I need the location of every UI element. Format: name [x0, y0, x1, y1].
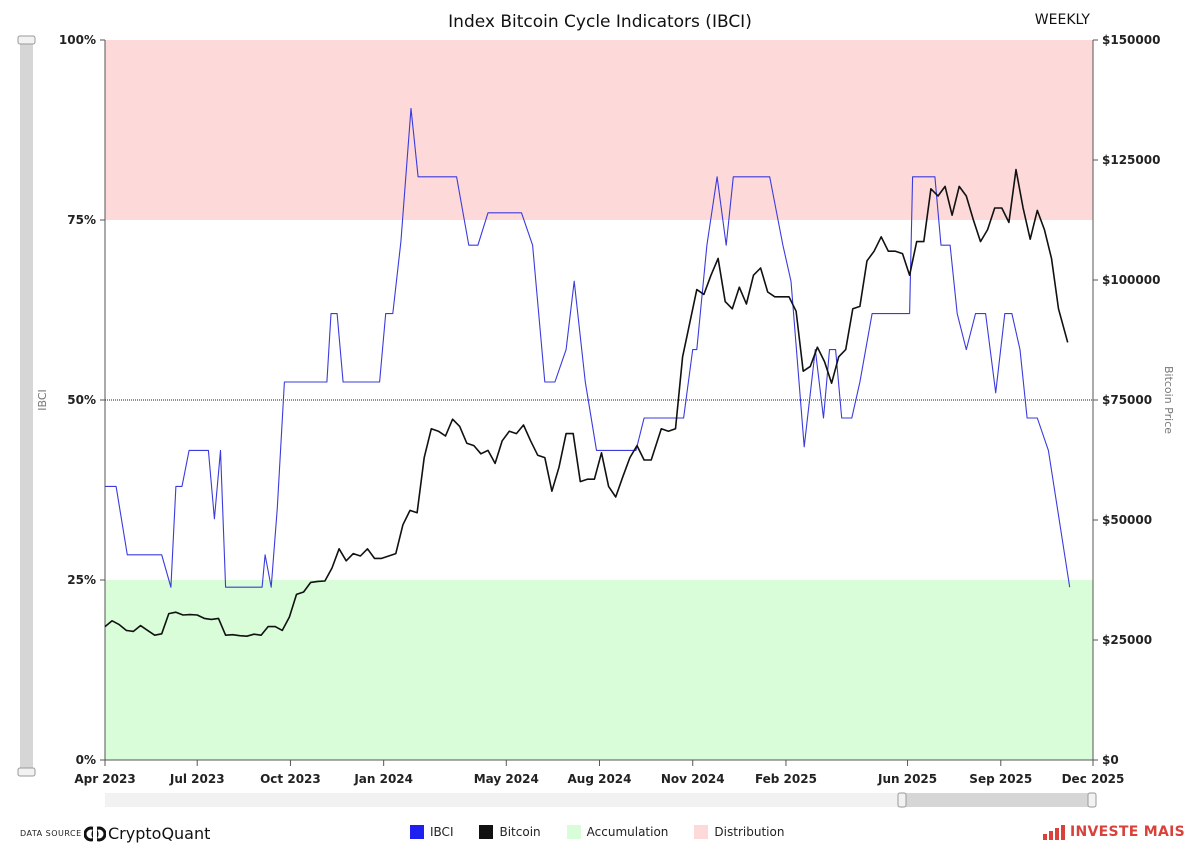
- series-layer: [104, 107, 1071, 638]
- x-tick-label: Feb 2025: [755, 772, 817, 786]
- legend-swatch: [694, 825, 709, 839]
- left-tick-label: 0%: [76, 753, 96, 767]
- x-axis-ticks: Apr 2023 Jul 2023 Oct 2023 Jan 2024 May 2024…: [74, 760, 1124, 786]
- horizontal-scrollbar[interactable]: [105, 792, 1097, 808]
- vertical-scroll-handle-bottom[interactable]: [17, 767, 36, 777]
- left-tick-label: 25%: [67, 573, 96, 587]
- accumulation-zone: [105, 580, 1093, 760]
- distribution-zone: [105, 40, 1093, 220]
- left-tick-label: 75%: [67, 213, 96, 227]
- right-tick-label: $0: [1102, 753, 1119, 767]
- legend-label: IBCI: [430, 825, 454, 839]
- series-line-bitcoin: [104, 168, 1069, 638]
- data-source-label: DATA SOURCE: [20, 829, 82, 838]
- provider-name: CryptoQuant: [108, 824, 211, 843]
- chart-title: Index Bitcoin Cycle Indicators (IBCI): [448, 12, 752, 32]
- right-tick-label: $100000: [1102, 273, 1160, 287]
- right-tick-label: $125000: [1102, 153, 1160, 167]
- right-tick-label: $150000: [1102, 33, 1160, 47]
- x-tick-label: Dec 2025: [1062, 772, 1125, 786]
- cryptoquant-logo: CryptoQuant: [84, 824, 210, 843]
- x-tick-label: Jan 2024: [353, 772, 413, 786]
- series-line-ibci: [105, 107, 1071, 588]
- x-tick-label: Oct 2023: [260, 772, 321, 786]
- horizontal-scroll-thumb[interactable]: [902, 793, 1094, 807]
- left-tick-label: 100%: [59, 33, 96, 47]
- frequency-label: WEEKLY: [1035, 12, 1091, 28]
- investe-mais-logo: INVESTE MAIS: [1042, 823, 1185, 841]
- x-tick-label: Apr 2023: [74, 772, 135, 786]
- left-tick-label: 50%: [67, 393, 96, 407]
- bar-chart-icon: [1043, 825, 1065, 840]
- right-tick-label: $50000: [1102, 513, 1152, 527]
- left-axis-label: IBCI: [36, 389, 49, 411]
- x-tick-label: Nov 2024: [661, 772, 725, 786]
- x-tick-label: May 2024: [474, 772, 539, 786]
- left-axis-ticks: 0% 25% 50% 75% 100%: [59, 33, 105, 767]
- legend-item-ibci[interactable]: IBCI: [410, 825, 453, 839]
- vertical-scrollbar[interactable]: [17, 35, 36, 777]
- legend-swatch: [410, 825, 424, 839]
- horizontal-scroll-handle-left[interactable]: [897, 792, 907, 808]
- chart-legend: IBCI Bitcoin Accumulation Distribution: [410, 825, 810, 839]
- legend-item-bitcoin[interactable]: Bitcoin: [479, 825, 541, 839]
- vertical-scroll-handle-top[interactable]: [17, 35, 36, 45]
- right-tick-label: $25000: [1102, 633, 1152, 647]
- legend-label: Bitcoin: [499, 825, 541, 839]
- x-tick-label: Jul 2023: [169, 772, 225, 786]
- x-tick-label: Sep 2025: [969, 772, 1032, 786]
- legend-item-accumulation[interactable]: Accumulation: [566, 825, 669, 839]
- legend-swatch: [479, 825, 494, 839]
- right-axis-label: Bitcoin Price: [1162, 366, 1175, 434]
- x-tick-label: Jun 2025: [877, 772, 937, 786]
- chart-footer: DATA SOURCE CryptoQuant IBCI Bitcoin Acc…: [0, 818, 1200, 848]
- brand-name: INVESTE MAIS: [1070, 824, 1186, 840]
- right-axis-ticks: $0 $25000 $50000 $75000 $100000 $125000 $15000…: [1093, 33, 1160, 767]
- cryptoquant-icon: [84, 826, 106, 841]
- legend-label: Distribution: [714, 825, 785, 839]
- x-tick-label: Aug 2024: [568, 772, 632, 786]
- legend-swatch: [566, 825, 581, 839]
- chart-canvas: 0% 25% 50% 75% 100% $0 $25000 $50000 $75000 $100…: [17, 12, 1175, 808]
- legend-item-distribution[interactable]: Distribution: [694, 825, 784, 839]
- right-tick-label: $75000: [1102, 393, 1152, 407]
- legend-label: Accumulation: [586, 825, 669, 839]
- horizontal-scroll-handle-right[interactable]: [1087, 792, 1097, 808]
